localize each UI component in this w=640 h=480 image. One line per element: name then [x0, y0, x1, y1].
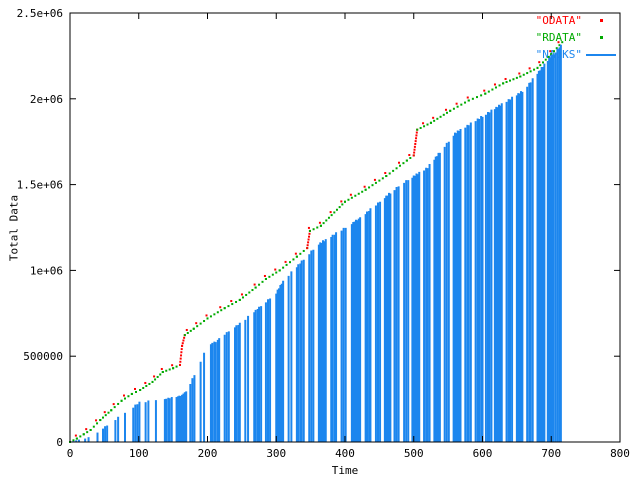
x-tick-label: 500: [404, 447, 424, 460]
x-axis-title: Time: [331, 464, 359, 477]
x-tick-label: 800: [610, 447, 630, 460]
x-tick-label: 300: [266, 447, 286, 460]
x-tick-label: 0: [67, 447, 74, 460]
y-tick-label: 2.5e+06: [17, 7, 63, 20]
staircase-series: [69, 41, 564, 443]
y-tick-label: 500000: [23, 350, 63, 363]
legend-label-odata: "ODATA": [535, 14, 582, 27]
nacks-impulses-series: [72, 44, 562, 442]
rdata-dot-marker-icon: [599, 36, 603, 39]
y-axis-title: Total Data: [7, 194, 21, 262]
nacks-line-marker-icon: [586, 53, 616, 56]
legend-row-odata: "ODATA": [536, 12, 620, 29]
x-tick-label: 700: [541, 447, 561, 460]
y-tick-label: 2e+06: [30, 93, 63, 106]
x-tick-label: 200: [198, 447, 218, 460]
legend-row-rdata: "RDATA": [536, 29, 620, 46]
y-tick-label: 1e+06: [30, 264, 63, 277]
x-tick-label: 600: [473, 447, 493, 460]
y-tick-label: 0: [56, 436, 63, 449]
x-tick-label: 100: [129, 447, 149, 460]
tick-labels: 0 100 200 300 400 500 600 700 800 0 500000 1e+06 1.5…: [17, 7, 630, 460]
legend-label-rdata: "RDATA": [535, 31, 582, 44]
odata-dot-marker-icon: [599, 19, 603, 22]
y-tick-label: 1.5e+06: [17, 179, 63, 192]
axes-frame-and-ticks: [69, 12, 621, 443]
x-tick-label: 400: [335, 447, 355, 460]
